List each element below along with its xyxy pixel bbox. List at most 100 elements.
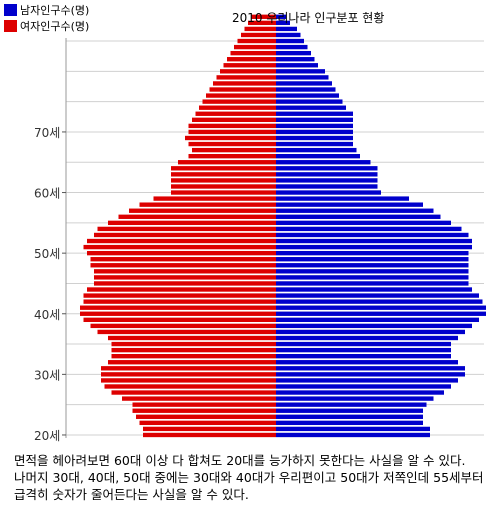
male-bar-age-44 [276,287,472,291]
female-bar-age-65 [178,160,276,164]
male-bar-age-32 [276,360,458,364]
female-bar-age-30 [101,372,276,376]
female-bar-age-37 [98,330,277,334]
male-bar-age-77 [276,87,336,91]
legend: 남자인구수(명) 여자인구수(명) [4,4,89,33]
legend-male-swatch [4,4,17,16]
female-bar-age-74 [199,106,276,110]
male-bar-age-81 [276,63,318,67]
female-bar-age-48 [91,263,277,267]
female-bar-age-58 [140,202,277,206]
male-bar-age-80 [276,69,325,73]
male-bar-age-71 [276,124,353,128]
male-bar-age-37 [276,330,465,334]
female-bar-age-79 [217,75,277,79]
male-bar-age-41 [276,306,486,310]
male-bar-age-51 [276,245,472,249]
y-tick-label-20: 20세 [34,429,60,443]
male-bar-age-56 [276,215,441,219]
female-bar-age-41 [80,306,276,310]
female-bar-age-50 [87,251,276,255]
female-bar-age-28 [105,384,277,388]
female-bar-age-51 [84,245,277,249]
male-bar-age-60 [276,190,381,194]
female-bar-age-31 [101,366,276,370]
male-bar-age-59 [276,196,409,200]
legend-male-label: 남자인구수(명) [20,4,89,17]
legend-female-label: 여자인구수(명) [20,20,89,33]
caption-text: 면적을 헤아려보면 60대 이상 다 합쳐도 20대를 능가하지 못한다는 사실… [14,452,489,503]
female-bar-age-32 [108,360,276,364]
male-bar-age-43 [276,293,479,297]
female-bar-age-75 [203,99,277,103]
male-bar-age-62 [276,178,378,182]
female-bar-age-24 [133,409,277,413]
male-bar-age-53 [276,233,469,237]
female-bar-age-68 [189,142,277,146]
female-bar-age-22 [140,421,277,425]
female-bar-age-47 [94,269,276,273]
male-bar-age-57 [276,209,434,213]
female-bar-age-45 [94,281,276,285]
female-bar-age-34 [112,348,277,352]
male-bar-age-25 [276,402,427,406]
female-bar-age-78 [213,81,276,85]
male-bar-age-29 [276,378,458,382]
female-bar-age-43 [84,293,277,297]
male-bar-age-21 [276,427,430,431]
female-bar-age-36 [108,336,276,340]
female-bar-age-67 [192,148,276,152]
female-bar-age-82 [227,57,276,61]
male-bar-age-27 [276,390,444,394]
male-bar-age-78 [276,81,332,85]
male-bar-age-85 [276,39,304,43]
female-bar-age-81 [224,63,277,67]
male-bar-age-38 [276,324,472,328]
male-bar-age-65 [276,160,371,164]
female-bar-age-85 [238,39,277,43]
legend-female-swatch [4,20,17,32]
female-bar-age-46 [94,275,276,279]
female-bar-age-29 [101,378,276,382]
male-bar-age-54 [276,227,462,231]
male-bar-age-67 [276,148,357,152]
female-bar-age-27 [112,390,277,394]
female-bar-age-52 [87,239,276,243]
male-bar-age-55 [276,221,451,225]
y-tick-label-40: 40세 [34,308,60,322]
male-bar-age-72 [276,118,353,122]
female-bar-age-23 [136,415,276,419]
female-bar-age-69 [185,136,276,140]
female-bar-age-62 [171,178,276,182]
male-bar-age-79 [276,75,329,79]
female-bar-age-86 [241,33,276,37]
female-bar-age-25 [133,402,277,406]
female-bar-age-35 [112,342,277,346]
male-bar-age-31 [276,366,465,370]
male-bar-age-26 [276,396,434,400]
male-bar-age-34 [276,348,451,352]
male-bar-age-42 [276,299,483,303]
female-bar-age-60 [171,190,276,194]
female-bar-age-57 [129,209,276,213]
male-bar-age-45 [276,281,469,285]
male-bar-age-39 [276,318,479,322]
male-bar-age-76 [276,93,339,97]
female-bar-age-63 [171,172,276,176]
male-bar-age-83 [276,51,311,55]
female-bar-age-53 [94,233,276,237]
female-bar-age-64 [171,166,276,170]
male-bar-age-75 [276,99,343,103]
female-bar-age-66 [189,154,277,158]
female-bar-age-33 [112,354,277,358]
male-bar-age-82 [276,57,315,61]
female-bar-age-38 [91,324,277,328]
male-bar-age-30 [276,372,465,376]
female-bar-age-72 [192,118,276,122]
male-bar-age-36 [276,336,458,340]
female-bar-age-21 [143,427,276,431]
male-bar-age-70 [276,130,353,134]
female-bar-age-44 [87,287,276,291]
male-bar-age-35 [276,342,451,346]
